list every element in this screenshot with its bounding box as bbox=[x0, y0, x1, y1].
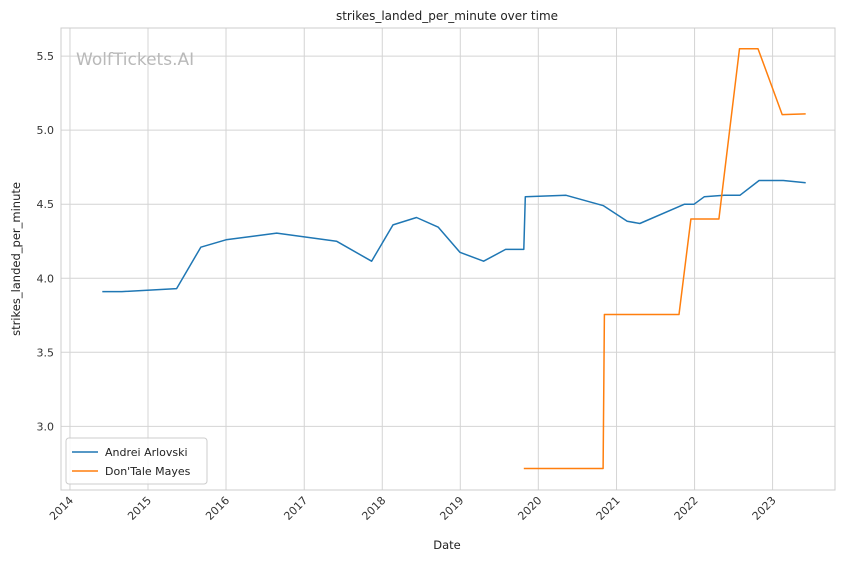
legend-entry: Andrei Arlovski bbox=[105, 446, 188, 459]
x-tick-label: 2014 bbox=[47, 494, 76, 523]
y-tick-label: 5.5 bbox=[37, 50, 55, 63]
x-axis-label: Date bbox=[433, 538, 461, 552]
plot-area bbox=[60, 27, 836, 491]
y-tick-label: 4.0 bbox=[37, 272, 55, 285]
series-line-andrei-arlovski bbox=[102, 179, 806, 293]
x-tick-label: 2018 bbox=[359, 494, 388, 523]
y-axis-ticks: 3.0 3.5 4.0 4.5 5.0 5.5 bbox=[37, 50, 55, 433]
grid bbox=[61, 28, 835, 490]
x-tick-label: 2022 bbox=[672, 494, 701, 523]
x-tick-label: 2021 bbox=[594, 494, 623, 523]
legend-box bbox=[65, 437, 208, 485]
y-tick-label: 4.5 bbox=[37, 198, 55, 211]
series-layer bbox=[102, 47, 806, 470]
x-tick-label: 2023 bbox=[750, 494, 779, 523]
x-axis-ticks: 2014 2015 2016 2017 2018 2019 2020 2021 2022 2023 bbox=[47, 494, 779, 523]
y-tick-label: 5.0 bbox=[37, 124, 55, 137]
x-tick-label: 2019 bbox=[437, 494, 466, 523]
y-axis-label: strikes_landed_per_minute bbox=[9, 182, 23, 336]
legend-entry: Don'Tale Mayes bbox=[105, 465, 191, 478]
y-tick-label: 3.5 bbox=[37, 346, 55, 359]
watermark: WolfTickets.AI bbox=[76, 50, 194, 70]
chart-title: strikes_landed_per_minute over time bbox=[336, 9, 558, 23]
legend: Andrei Arlovski Don'Tale Mayes bbox=[65, 437, 208, 485]
x-tick-label: 2017 bbox=[281, 494, 310, 523]
x-tick-label: 2016 bbox=[203, 494, 232, 523]
x-tick-label: 2020 bbox=[515, 494, 544, 523]
x-tick-label: 2015 bbox=[125, 494, 154, 523]
series-line-dontale-mayes bbox=[523, 47, 806, 470]
y-tick-label: 3.0 bbox=[37, 420, 55, 433]
